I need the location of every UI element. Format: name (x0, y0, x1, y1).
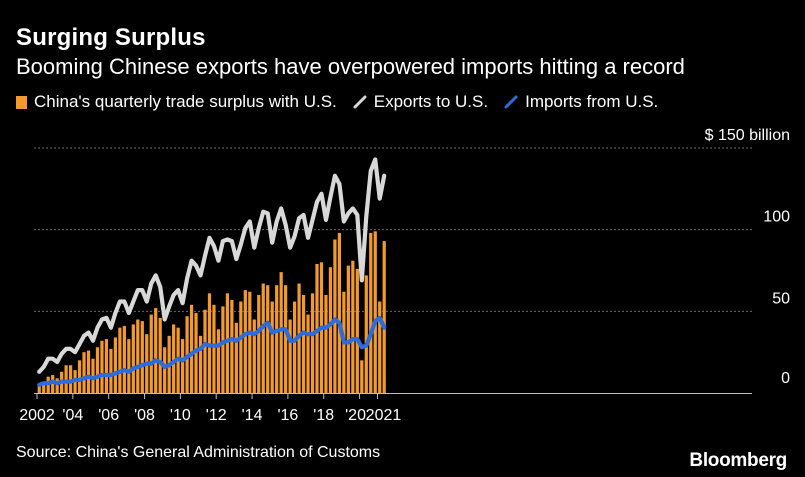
surplus-bar (382, 241, 386, 393)
surplus-bar (189, 304, 194, 393)
surplus-bar (198, 335, 203, 393)
surplus-bar (104, 339, 109, 393)
surplus-bar (212, 304, 216, 393)
x-tick-label: 2021 (366, 407, 402, 424)
surplus-bar (364, 275, 368, 393)
y-tick-label: 50 (772, 290, 790, 307)
surplus-bar (95, 347, 100, 393)
surplus-bar (292, 301, 297, 393)
chart-subtitle: Booming Chinese exports have overpowered… (16, 54, 685, 79)
chart-title: Surging Surplus (16, 24, 206, 51)
surplus-bar (131, 324, 135, 393)
surplus-bar (252, 319, 256, 393)
legend-item-exports: Exports to U.S. (353, 92, 488, 112)
chart-legend: China's quarterly trade surplus with U.S… (16, 92, 674, 112)
surplus-bar (172, 324, 176, 393)
surplus-bar (310, 293, 315, 393)
surplus-bar (207, 293, 212, 393)
x-tick-label: 2002 (19, 407, 55, 424)
source-note: Source: China's General Administration o… (16, 444, 381, 461)
surplus-bar (284, 285, 288, 393)
surplus-bar (122, 326, 126, 393)
surplus-bar (82, 352, 86, 393)
y-tick-label: 0 (781, 370, 790, 387)
surplus-bar (355, 268, 359, 393)
y-tick-label: 100 (763, 209, 790, 226)
surplus-bar (42, 381, 46, 393)
surplus-bar (333, 239, 337, 393)
surplus-bar (118, 327, 122, 393)
surplus-bar (360, 360, 364, 393)
x-tick-label: '06 (98, 407, 119, 424)
surplus-bar (306, 314, 310, 393)
imports-line-icon (504, 95, 518, 109)
y-tick-label: $ 150 billion (705, 127, 790, 144)
surplus-bar (64, 365, 68, 393)
surplus-bar (328, 267, 333, 393)
surplus-bar (266, 285, 270, 393)
surplus-bar (37, 384, 41, 393)
surplus-bar (158, 317, 162, 393)
surplus-bar (216, 329, 221, 393)
surplus-bar (373, 231, 377, 393)
surplus-bar (270, 301, 274, 393)
surplus-swatch-icon (16, 95, 27, 109)
surplus-bar (140, 321, 144, 393)
surplus-bar (243, 290, 247, 393)
surplus-bar (136, 319, 140, 393)
x-tick-label: '12 (206, 407, 227, 424)
surplus-bar (351, 260, 355, 393)
x-tick-label: '16 (277, 407, 298, 424)
surplus-bar (369, 232, 373, 393)
surplus-bar (257, 295, 261, 393)
surplus-bar (275, 285, 279, 393)
legend-label-exports: Exports to U.S. (373, 92, 489, 111)
x-tick-label: '20 (345, 407, 366, 424)
surplus-bar (203, 309, 207, 393)
surplus-bar (91, 358, 95, 393)
surplus-bar (378, 301, 382, 393)
surplus-bar (77, 360, 82, 393)
surplus-bar (86, 350, 91, 393)
surplus-bar (51, 375, 55, 393)
x-tick-label: '14 (242, 407, 263, 424)
exports-line-icon (353, 95, 367, 109)
surplus-bar (100, 340, 104, 393)
legend-label-surplus: China's quarterly trade surplus with U.S… (34, 92, 337, 111)
legend-item-imports: Imports from U.S. (504, 92, 658, 112)
surplus-bar (180, 339, 185, 393)
x-tick-label: '18 (313, 407, 334, 424)
surplus-bar (149, 314, 153, 393)
surplus-bar (261, 283, 265, 393)
x-tick-label: '04 (62, 407, 83, 424)
surplus-bar (239, 301, 243, 393)
surplus-bar (346, 265, 350, 393)
surplus-bar (109, 348, 113, 393)
surplus-bar (113, 337, 118, 393)
surplus-bar (234, 322, 238, 393)
legend-label-imports: Imports from U.S. (525, 92, 659, 111)
surplus-bar (225, 293, 230, 393)
imports-line (37, 315, 387, 387)
surplus-bar (127, 339, 131, 393)
surplus-bar (163, 347, 167, 393)
exports-line (37, 157, 387, 374)
legend-item-surplus: China's quarterly trade surplus with U.S… (16, 92, 337, 112)
x-tick-label: '10 (170, 407, 191, 424)
surplus-bar (221, 306, 225, 393)
surplus-bar (337, 232, 342, 393)
surplus-bar (55, 378, 59, 393)
surplus-bar (230, 299, 234, 393)
surplus-bar (279, 272, 283, 393)
surplus-bar (68, 365, 73, 393)
surplus-bar (301, 295, 306, 393)
surplus-bar (324, 295, 328, 393)
surplus-bar (154, 308, 158, 393)
bloomberg-logo: Bloomberg (689, 450, 787, 471)
surplus-bar (248, 291, 252, 393)
surplus-bar (288, 319, 292, 393)
x-tick-label: '08 (134, 407, 155, 424)
